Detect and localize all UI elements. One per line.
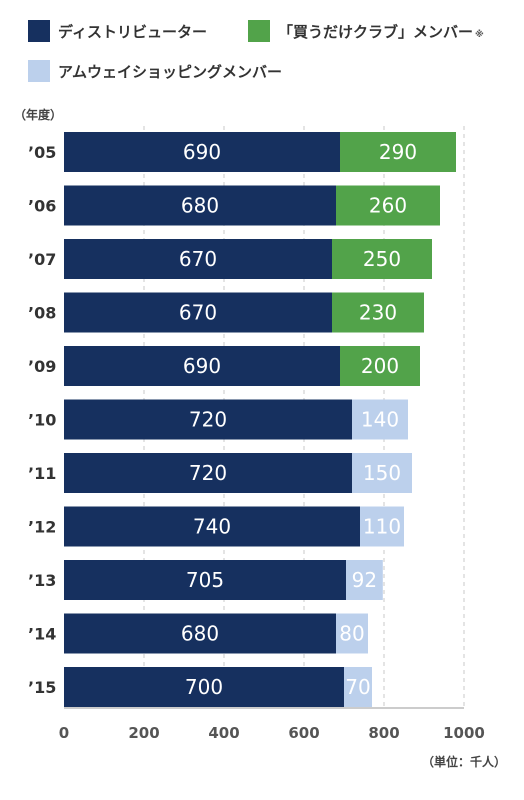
data-label-series-0: 690 [183,140,221,164]
x-tick-label: 0 [59,724,69,742]
bar-segment-series-2 [346,560,383,600]
data-label-series-0: 705 [186,568,224,592]
x-axis-ticks: 0 200 400 600 800 1000 [59,724,485,742]
legend-label-buy-only-club: 「買うだけクラブ」メンバー ※ [278,23,484,41]
category-label: ’05 [28,143,56,162]
data-label-series-0: 680 [181,194,219,218]
data-label-series-2: 70 [345,675,370,699]
data-label-series-0: 670 [179,301,217,325]
data-label-series-2: 150 [363,461,401,485]
bar-segment-series-1 [340,132,456,172]
data-label-series-0: 720 [189,461,227,485]
bar-segment-series-2 [352,399,408,440]
legend-swatch-shopping-member [28,60,50,82]
data-label-series-0: 680 [181,622,219,646]
data-label-series-1: 260 [369,194,407,218]
x-tick-label: 600 [288,724,319,742]
category-axis-title: （年度） [14,107,62,122]
category-label: ’11 [28,464,56,483]
bar-segment-series-0 [64,292,332,333]
legend-swatch-buy-only-club [248,20,270,42]
data-label-series-2: 140 [361,408,399,432]
category-label: ’07 [28,250,56,269]
bars: 690 290 680 260 670 250 670 230 690 200 720 140 720 1… [64,132,456,707]
bar-segment-series-0 [64,506,360,547]
category-labels: ’05 ’06 ’07 ’08 ’09 ’10 ’11 ’12 ’13 ’14 ’15 [28,143,56,697]
x-tick-label: 200 [128,724,159,742]
data-label-series-1: 250 [363,247,401,271]
data-label-series-1: 200 [361,354,399,378]
data-label-series-1: 230 [359,301,397,325]
data-label-series-0: 700 [185,675,223,699]
bar-segment-series-0 [64,399,352,440]
data-label-series-0: 670 [179,247,217,271]
legend-label-shopping-member: アムウェイショッピングメンバー [58,63,282,81]
legend: ディストリビューター 「買うだけクラブ」メンバー ※ アムウェイショッピングメンバ… [28,20,484,82]
category-label: ’14 [28,625,56,644]
data-label-series-1: 290 [379,140,417,164]
data-label-series-0: 720 [189,408,227,432]
bar-segment-series-1 [340,346,420,386]
data-label-series-2: 80 [339,622,364,646]
bar-segment-series-0 [64,346,340,386]
data-label-series-0: 690 [183,354,221,378]
category-label: ’09 [28,357,56,376]
x-tick-label: 800 [368,724,399,742]
bar-segment-series-1 [332,239,432,279]
bar-segment-series-0 [64,239,332,279]
category-label: ’15 [28,678,56,697]
x-tick-label: 400 [208,724,239,742]
category-label: ’10 [28,411,56,430]
legend-swatch-distributor [28,20,50,42]
bar-segment-series-2 [336,613,368,654]
bar-segment-series-0 [64,453,352,493]
bar-segment-series-0 [64,613,336,654]
data-label-series-2: 110 [363,515,401,539]
bar-segment-series-1 [332,292,424,333]
data-label-series-0: 740 [193,515,231,539]
bar-segment-series-2 [360,506,404,547]
x-tick-label: 1000 [443,724,485,742]
category-label: ’13 [28,571,56,590]
legend-label-buy-only-club-text: 「買うだけクラブ」メンバー [278,23,473,41]
category-label: ’08 [28,304,56,323]
data-label-series-2: 92 [352,568,377,592]
unit-label: （単位：千人） [422,754,506,769]
bar-segment-series-0 [64,185,336,226]
bar-segment-series-2 [352,453,412,493]
legend-label-distributor: ディストリビューター [58,23,207,41]
bar-segment-series-1 [336,185,440,226]
category-label: ’12 [28,518,56,537]
bar-segment-series-0 [64,667,344,707]
bar-segment-series-2 [344,667,372,707]
bar-segment-series-0 [64,132,340,172]
category-label: ’06 [28,197,56,216]
bar-segment-series-0 [64,560,346,600]
legend-note-mark: ※ [475,29,484,40]
